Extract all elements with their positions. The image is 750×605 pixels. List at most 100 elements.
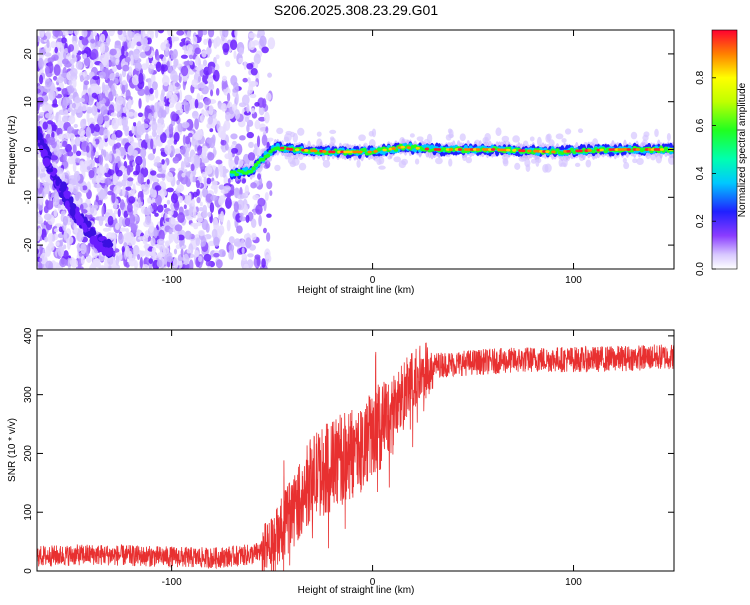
spectrogram-peak-blob: [650, 148, 656, 151]
spectrogram-noise-blob: [230, 133, 238, 140]
spectrogram-noise-blob: [109, 48, 117, 56]
spectrogram-noise-blob: [200, 94, 204, 101]
spectrogram-noise-blob: [191, 79, 198, 88]
spectrogram-noise-blob: [115, 72, 120, 78]
spectrogram-noise-blob: [148, 258, 154, 265]
spectrogram-noise-blob: [150, 138, 154, 150]
spectrogram-peak-blob: [481, 148, 487, 151]
spectrogram-noise-blob: [64, 78, 68, 85]
spectrogram-noise-blob: [111, 133, 117, 141]
spectrogram-noise-blob: [245, 237, 252, 249]
spectrogram-noise-blob: [109, 73, 116, 81]
spectrogram-noise-blob: [92, 75, 100, 80]
spectrogram-noise-blob: [622, 157, 627, 164]
spectrogram-noise-blob: [170, 70, 178, 83]
spectrogram-noise-blob: [60, 210, 66, 216]
spectrogram-peak-blob: [304, 148, 309, 152]
spectrogram-noise-blob: [194, 144, 198, 152]
spectrogram-noise-blob: [250, 107, 256, 114]
spectrogram-noise-blob: [147, 153, 155, 161]
spectrogram-noise-blob: [168, 98, 175, 104]
spectrogram-noise-blob: [207, 152, 215, 161]
spectrogram-peak-blob: [445, 148, 451, 151]
spectrogram-peak-blob: [617, 148, 622, 151]
snr-x-tick-label: -100: [162, 577, 182, 588]
spectrogram-noise-blob: [53, 64, 61, 76]
spectrogram-noise-blob: [356, 159, 361, 168]
colorbar-tick-label: 0.4: [695, 166, 706, 180]
spectrogram-noise-blob: [128, 196, 136, 204]
spectrogram-noise-blob: [37, 216, 43, 222]
spectrogram-noise-blob: [239, 216, 247, 222]
spectrogram-noise-blob: [160, 109, 167, 118]
spectrogram-noise-blob: [57, 204, 62, 209]
spectrogram-noise-blob: [213, 69, 220, 82]
spectrogram-noise-blob: [127, 42, 131, 49]
spectrogram-noise-blob: [147, 197, 152, 204]
spectrogram-noise-blob: [83, 57, 91, 67]
spectrogram-noise-blob: [154, 212, 159, 217]
spectrogram-noise-blob: [98, 93, 104, 101]
spectrogram-noise-blob: [196, 188, 200, 196]
spectrogram-noise-blob: [68, 115, 76, 125]
spectrogram-noise-blob: [112, 65, 118, 73]
spectrogram-noise-blob: [106, 34, 111, 46]
spectrogram-noise-blob: [184, 102, 190, 115]
spectrogram-peak-blob: [527, 149, 532, 153]
spectrogram-noise-blob: [160, 147, 166, 153]
spectrogram-noise-blob: [83, 80, 90, 86]
spectrogram-noise-blob: [182, 263, 191, 269]
spectrogram-peak-blob: [614, 148, 619, 151]
spectrogram-noise-blob: [368, 130, 374, 137]
spectrogram-noise-blob: [224, 153, 231, 160]
spectrogram-noise-blob: [257, 173, 262, 180]
spectrogram-noise-blob: [285, 130, 293, 135]
spectrogram-noise-blob: [91, 131, 100, 137]
spectrogram-streak-blob: [89, 227, 95, 238]
spectrogram-noise-blob: [258, 123, 267, 133]
spectrogram-ridge-blob: [234, 172, 239, 177]
spectrogram-noise-blob: [132, 183, 136, 196]
spectrogram-noise-blob: [630, 131, 638, 140]
spectrogram-noise-blob: [81, 30, 88, 38]
spectrogram-noise-blob: [322, 159, 331, 168]
spectrogram-noise-blob: [164, 47, 169, 58]
spectrogram-noise-blob: [207, 116, 213, 125]
spectrogram-noise-blob: [74, 136, 81, 147]
spectrogram-noise-blob: [213, 252, 220, 258]
spectrogram-noise-blob: [157, 251, 165, 258]
spectrogram-noise-blob: [284, 133, 292, 142]
spectrogram-noise-blob: [188, 54, 194, 60]
spectrogram-noise-blob: [266, 213, 272, 218]
spectrogram-noise-blob: [164, 240, 172, 245]
spectrogram-noise-blob: [225, 111, 231, 122]
spectrogram-noise-blob: [99, 53, 108, 64]
spectrogram-noise-blob: [50, 124, 58, 131]
spectrogram-noise-blob: [110, 112, 117, 117]
spectrogram-peak-blob: [400, 145, 405, 149]
spectrogram-noise-blob: [115, 95, 124, 106]
spectrogram-noise-blob: [113, 210, 119, 215]
spectrogram-peak-blob: [433, 148, 439, 151]
spectrogram-noise-blob: [48, 139, 56, 146]
spectrogram-peak-blob: [472, 148, 478, 151]
spectrogram-noise-blob: [206, 46, 212, 55]
spectrogram-noise-blob: [228, 250, 233, 260]
spectrogram-noise-blob: [234, 30, 238, 38]
spectrogram-noise-blob: [240, 239, 245, 250]
spectrogram-noise-blob: [172, 257, 179, 269]
spectrogram-noise-blob: [261, 134, 268, 146]
spectrogram-noise-blob: [119, 73, 123, 84]
spectrogram-noise-blob: [144, 215, 152, 226]
spectrogram-noise-blob: [38, 57, 44, 70]
spectrogram-streak-blob: [74, 209, 79, 219]
spectrogram-noise-blob: [208, 104, 214, 116]
spectrogram-noise-blob: [92, 31, 98, 37]
spectrogram-noise-blob: [68, 133, 75, 139]
spectrogram-noise-blob: [190, 156, 195, 164]
spectrogram-noise-blob: [98, 217, 104, 227]
spectrogram-noise-blob: [44, 236, 49, 243]
colorbar-tick-label: 0.2: [695, 214, 706, 228]
spectrogram-ridge-blob: [572, 150, 577, 154]
spectrogram-noise-blob: [70, 137, 75, 146]
